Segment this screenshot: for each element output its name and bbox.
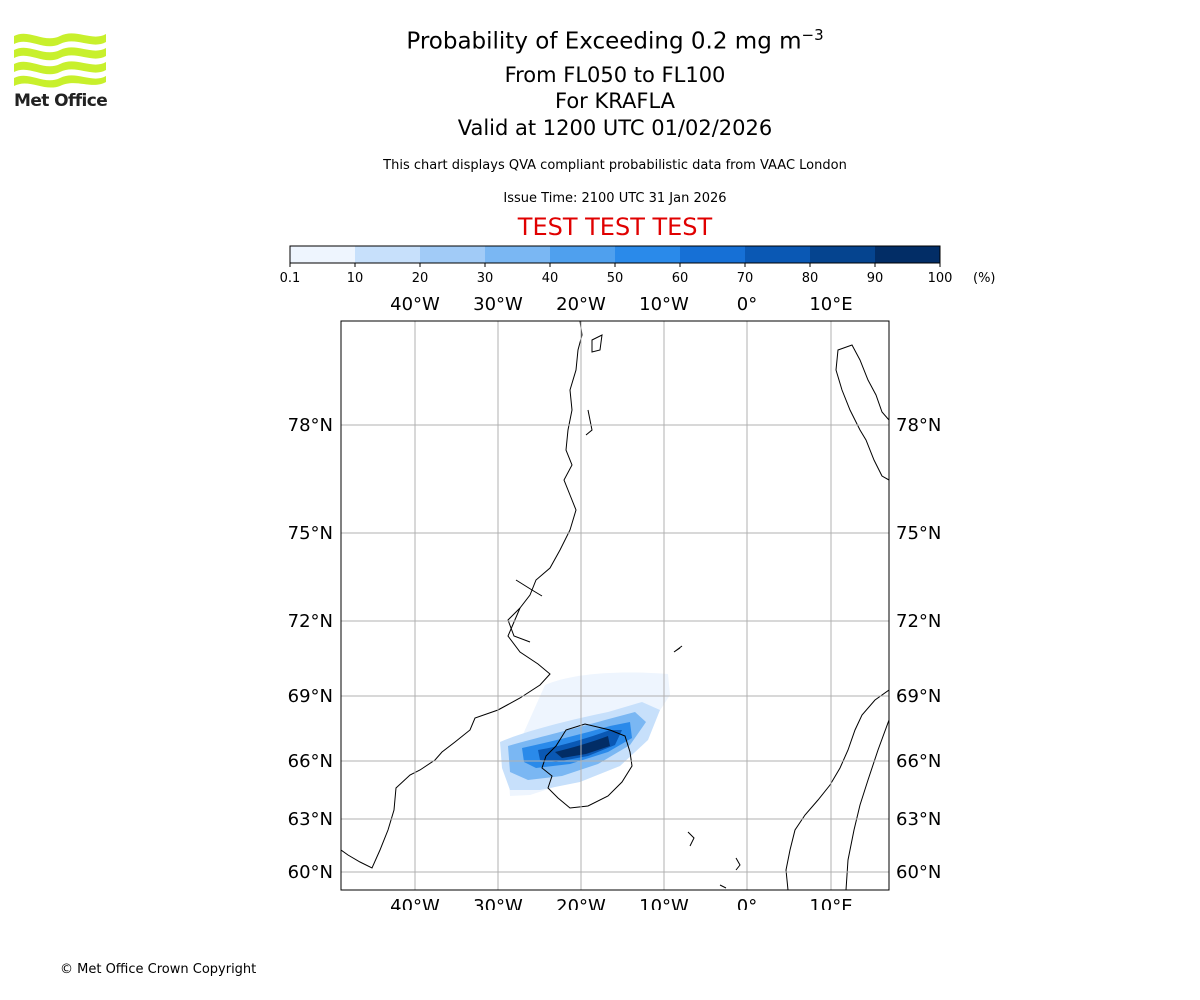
lon-label-bottom: 40°W xyxy=(390,896,440,910)
lon-label-top: 20°W xyxy=(556,294,606,315)
colorbar-tick-label: 10 xyxy=(347,271,364,286)
colorbar-cell xyxy=(420,246,486,263)
flight-levels-title: From FL050 to FL100 xyxy=(504,63,726,87)
lat-label-right: 78°N xyxy=(896,415,941,436)
issue-time: Issue Time: 2100 UTC 31 Jan 2026 xyxy=(503,191,727,206)
map: 40°W 30°W 20°W 10°W 0° 10°E 40°W 30°W 20… xyxy=(288,294,942,910)
colorbar-cell xyxy=(615,246,681,263)
lat-label-right: 66°N xyxy=(896,751,941,772)
data-source-note: This chart displays QVA compliant probab… xyxy=(383,158,847,173)
coastlines xyxy=(341,321,889,890)
lat-label-left: 78°N xyxy=(288,415,333,436)
chart-title-superscript: −3 xyxy=(801,26,824,44)
colorbar-cell xyxy=(680,246,746,263)
colorbar-tick-label: 30 xyxy=(477,271,494,286)
graticule xyxy=(341,321,889,890)
lat-label-right: 60°N xyxy=(896,862,941,883)
ash-plume xyxy=(500,672,670,796)
lat-label-right: 72°N xyxy=(896,611,941,632)
colorbar-cell xyxy=(290,246,356,263)
lon-label-bottom: 0° xyxy=(737,896,757,910)
colorbar-tick-label: 0.1 xyxy=(280,271,301,286)
svalbard-coast xyxy=(835,344,889,481)
volcano-title: For KRAFLA xyxy=(555,89,675,113)
colorbar-tick-label: 90 xyxy=(867,271,884,286)
lon-label-bottom: 20°W xyxy=(556,896,606,910)
lat-label-left: 66°N xyxy=(288,751,333,772)
test-banner: TEST TEST TEST xyxy=(517,213,713,241)
lat-label-left: 63°N xyxy=(288,809,333,830)
lon-label-top: 40°W xyxy=(390,294,440,315)
lat-label-right: 75°N xyxy=(896,523,941,544)
colorbar-tick-label: 20 xyxy=(412,271,429,286)
colorbar-tick-label: 40 xyxy=(542,271,559,286)
colorbar-cell xyxy=(485,246,551,263)
lon-labels-bottom: 40°W 30°W 20°W 10°W 0° 10°E xyxy=(390,896,852,910)
valid-time-title: Valid at 1200 UTC 01/02/2026 xyxy=(457,116,773,140)
lon-label-bottom: 10°W xyxy=(639,896,689,910)
colorbar-tick-label: 50 xyxy=(607,271,624,286)
lat-label-left: 69°N xyxy=(288,686,333,707)
lat-labels-left: 78°N 75°N 72°N 69°N 66°N 63°N 60°N xyxy=(288,415,333,883)
colorbar-cell xyxy=(550,246,616,263)
colorbar-tick-label: 60 xyxy=(672,271,689,286)
colorbar-tick-label: 70 xyxy=(737,271,754,286)
lon-labels-top: 40°W 30°W 20°W 10°W 0° 10°E xyxy=(390,294,852,315)
lon-label-bottom: 30°W xyxy=(473,896,523,910)
iceland-coast xyxy=(541,723,633,809)
map-background xyxy=(341,321,889,890)
colorbar-cell xyxy=(745,246,811,263)
lat-label-left: 72°N xyxy=(288,611,333,632)
scandinavia-coast xyxy=(785,689,889,890)
colorbar-cell xyxy=(810,246,876,263)
met-office-logo xyxy=(14,33,106,88)
lat-label-right: 63°N xyxy=(896,809,941,830)
colorbar: 0.1 10 20 30 40 50 60 70 80 90 100 (%) xyxy=(280,245,996,286)
lat-label-left: 75°N xyxy=(288,523,333,544)
lat-labels-right: 78°N 75°N 72°N 69°N 66°N 63°N 60°N xyxy=(896,415,941,883)
colorbar-unit: (%) xyxy=(973,271,996,286)
lon-label-top: 10°E xyxy=(809,294,852,315)
lon-label-top: 0° xyxy=(737,294,757,315)
lon-label-bottom: 10°E xyxy=(809,896,852,910)
chart-title-text: Probability of Exceeding 0.2 mg m xyxy=(406,28,802,55)
copyright-notice: © Met Office Crown Copyright xyxy=(60,962,257,977)
lat-label-left: 60°N xyxy=(288,862,333,883)
colorbar-tick-label: 100 xyxy=(928,271,953,286)
map-frame xyxy=(340,320,890,891)
colorbar-cell xyxy=(875,246,941,263)
chart-title: Probability of Exceeding 0.2 mg m−3 xyxy=(0,26,1200,55)
lon-label-top: 30°W xyxy=(473,294,523,315)
colorbar-cell xyxy=(355,246,421,263)
colorbar-tick-label: 80 xyxy=(802,271,819,286)
lat-label-right: 69°N xyxy=(896,686,941,707)
lon-label-top: 10°W xyxy=(639,294,689,315)
met-office-logo-text: Met Office xyxy=(14,91,108,111)
